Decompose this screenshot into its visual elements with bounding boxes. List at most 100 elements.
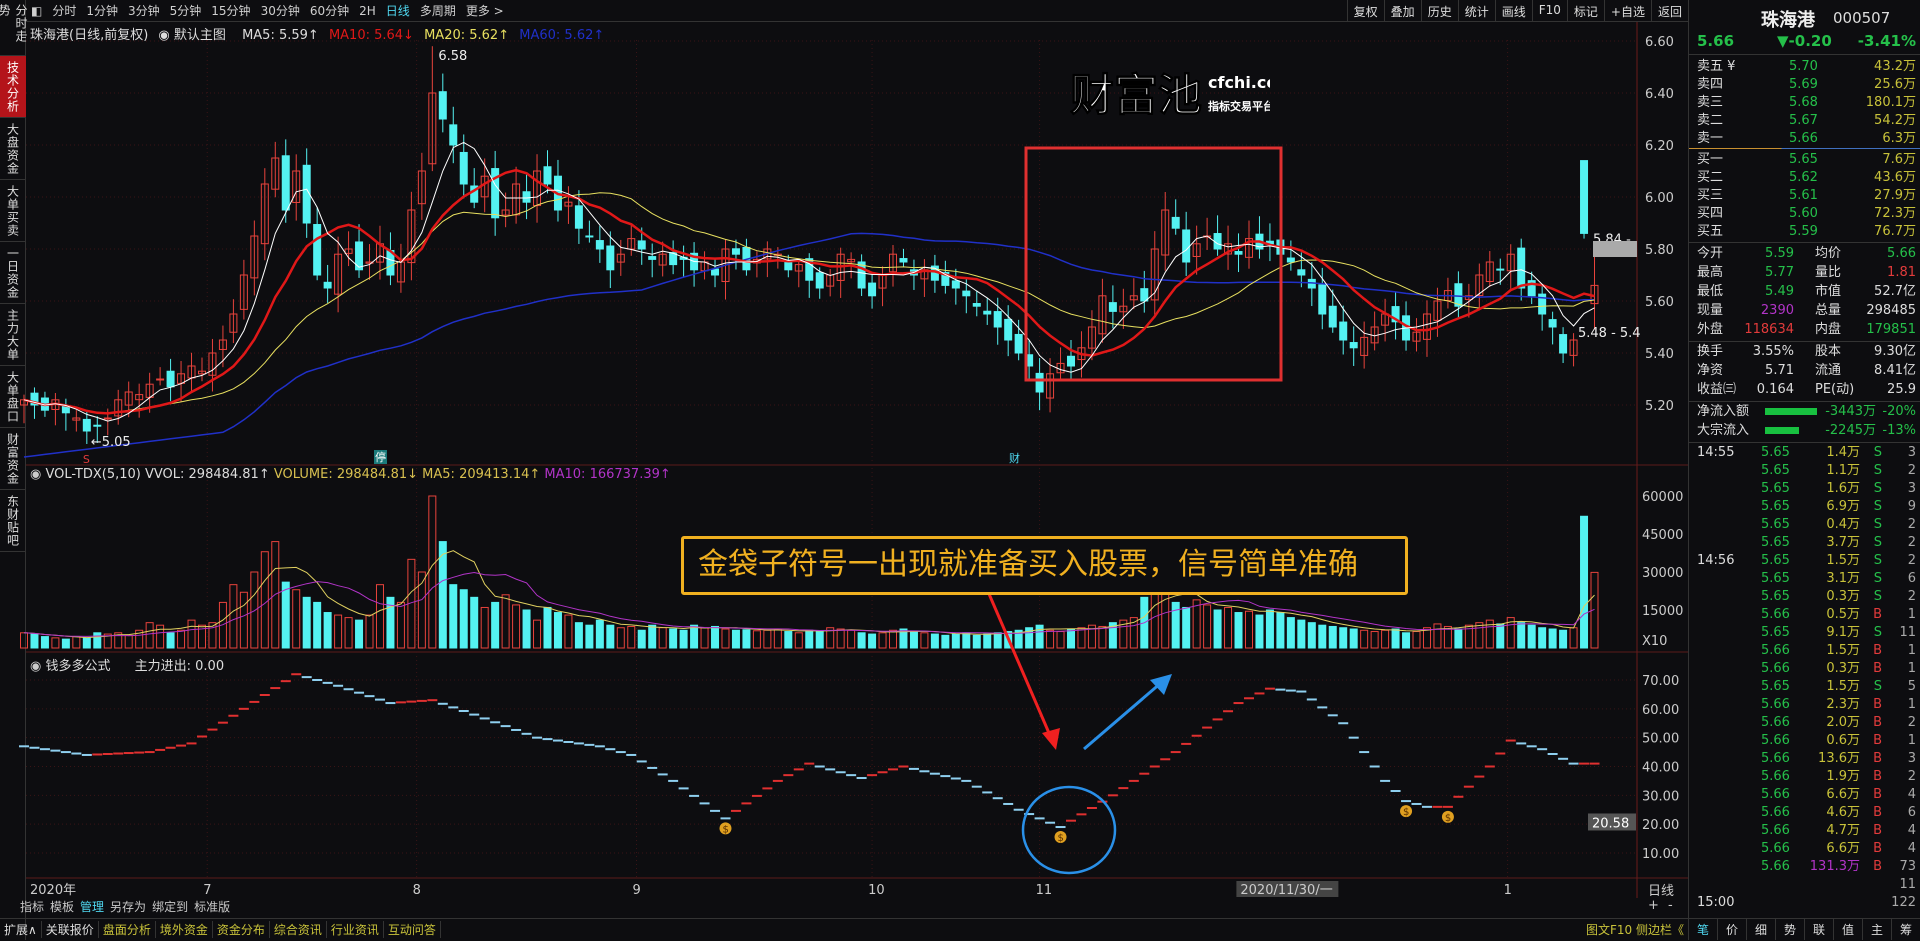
price-tick: 6.60 <box>1645 35 1674 50</box>
indicator-tick: 30.00 <box>1642 789 1679 804</box>
ext-tab-3[interactable]: 境外资金 <box>156 921 213 938</box>
ext-tab-6[interactable]: 行业资讯 <box>327 921 384 938</box>
ext-tab-7[interactable]: 互动问答 <box>384 921 441 938</box>
action-8[interactable]: 返回 <box>1650 0 1688 22</box>
candle <box>1244 238 1253 258</box>
volume-bar <box>1527 624 1536 649</box>
panel-tab-7[interactable]: 筹 <box>1891 919 1920 940</box>
sidebar-toggle[interactable]: 图文F10 侧边栏《 <box>1586 923 1684 937</box>
tick-row: 5.66 4.7万 B 4 <box>1697 822 1916 840</box>
action-2[interactable]: 历史 <box>1420 0 1458 22</box>
period-6[interactable]: 60分钟 <box>309 4 350 18</box>
panel-tab-2[interactable]: 细 <box>1746 919 1775 940</box>
stat-value: 9.30亿 <box>1874 344 1916 359</box>
candle <box>595 240 604 250</box>
panel-tab-3[interactable]: 势 <box>1775 919 1804 940</box>
period-10[interactable]: 更多 > <box>465 4 504 18</box>
tick-volume: 13.6万 <box>1818 751 1860 766</box>
kline-chart[interactable]: 6.60 6.40 6.20 6.00 5.80 5.60 5.40 5.20 60000 450… <box>0 0 1688 918</box>
tool-5[interactable]: 标准版 <box>194 900 231 914</box>
ext-tab-5[interactable]: 综合资讯 <box>270 921 327 938</box>
tick-price: 5.66 <box>1761 841 1790 856</box>
panel-tab-4[interactable]: 联 <box>1804 919 1833 940</box>
stat-label: 外盘 <box>1697 322 1724 337</box>
level-price: 5.69 <box>1789 77 1818 92</box>
panel-tab-6[interactable]: 主 <box>1862 919 1891 940</box>
zoom-out-button[interactable]: - <box>1668 898 1673 913</box>
sidebar-tab-4[interactable]: 一日资金 <box>0 242 26 304</box>
candle <box>1108 302 1117 312</box>
tick-side: B <box>1873 751 1882 766</box>
action-5[interactable]: F10 <box>1531 0 1567 22</box>
period-8[interactable]: 日线 <box>385 4 410 18</box>
panel-tab-5[interactable]: 值 <box>1833 919 1862 940</box>
period-5[interactable]: 30分钟 <box>260 4 300 18</box>
tool-2[interactable]: 管理 <box>80 900 105 914</box>
ext-tab-2[interactable]: 盘面分析 <box>99 921 156 938</box>
volume-bar <box>1276 612 1285 649</box>
tick-row: 5.65 6.9万 S 9 <box>1697 498 1916 516</box>
tick-time: 15:00 <box>1697 895 1735 910</box>
period-3[interactable]: 5分钟 <box>169 4 202 18</box>
period-2[interactable]: 3分钟 <box>128 4 160 18</box>
action-6[interactable]: 标记 <box>1566 0 1604 22</box>
panel-tab-0[interactable]: 笔 <box>1688 919 1717 940</box>
sidebar-tab-1[interactable]: 技术分析 <box>0 56 26 118</box>
zoom-in-button[interactable]: + <box>1648 898 1659 913</box>
sidebar-tab-0[interactable]: 分时走势 <box>0 0 28 56</box>
period-4[interactable]: 15分钟 <box>211 4 251 18</box>
period-7[interactable]: 2H <box>359 3 376 18</box>
tool-4[interactable]: 绑定到 <box>152 900 189 914</box>
period-9[interactable]: 多周期 <box>419 4 456 18</box>
panel-toggle-icon[interactable]: ◧ <box>31 3 43 18</box>
period-1[interactable]: 1分钟 <box>86 4 118 18</box>
volume-bar <box>344 617 353 649</box>
action-4[interactable]: 画线 <box>1494 0 1532 22</box>
level-price: 5.70 <box>1789 59 1818 74</box>
volume-bar <box>1433 623 1442 649</box>
sidebar-tab-6[interactable]: 大单盘口 <box>0 366 26 428</box>
tick-price: 5.65 <box>1761 679 1790 694</box>
sidebar-tab-8[interactable]: 东财贴吧 <box>0 490 26 552</box>
action-1[interactable]: 叠加 <box>1383 0 1421 22</box>
volume-bar <box>1475 622 1484 649</box>
sidebar-tab-7[interactable]: 财富资金 <box>0 428 26 490</box>
tick-price: 5.66 <box>1761 751 1790 766</box>
sidebar-tab-3[interactable]: 大单买卖 <box>0 180 26 242</box>
tool-3[interactable]: 另存为 <box>110 900 147 914</box>
action-3[interactable]: 统计 <box>1457 0 1495 22</box>
sidebar-tab-5[interactable]: 主力大单 <box>0 304 26 366</box>
ext-tab-0[interactable]: 扩展∧ <box>0 921 42 938</box>
volume-bar <box>742 629 751 649</box>
volume-bar <box>826 627 835 649</box>
action-0[interactable]: 复权 <box>1346 0 1384 22</box>
tick-count: 5 <box>1907 679 1916 694</box>
tool-1[interactable]: 模板 <box>50 900 75 914</box>
tick-count: 4 <box>1907 841 1916 856</box>
tick-count: 2 <box>1907 535 1916 550</box>
tick-row: 5.65 1.6万 S 3 <box>1697 480 1916 498</box>
annotation-callout: 金袋子符号一出现就准备买入股票，信号简单准确 <box>681 536 1408 595</box>
ext-tab-4[interactable]: 资金分布 <box>213 921 270 938</box>
ext-tab-1[interactable]: 关联报价 <box>42 921 99 938</box>
stat-value: 179851 <box>1866 322 1916 337</box>
volume-bar <box>1171 601 1180 649</box>
volume-bar <box>752 630 761 649</box>
template-select[interactable]: ◉ 默认主图 <box>158 28 226 43</box>
tool-0[interactable]: 指标 <box>20 900 45 914</box>
sidebar-tab-2[interactable]: 大盘资金 <box>0 118 26 180</box>
candle <box>669 252 678 266</box>
volume-bar <box>1067 628 1075 649</box>
volume-bar <box>847 629 856 649</box>
svg-text:指标交易平台: 指标交易平台 <box>1208 99 1270 113</box>
ask-row: 卖二 5.67 54.2万 <box>1697 112 1916 130</box>
stat-label: 总量 <box>1815 303 1842 318</box>
action-7[interactable]: +自选 <box>1603 0 1651 22</box>
stat-row: 净资 5.71 流通 8.41亿 <box>1697 362 1916 380</box>
tick-volume: 6.6万 <box>1826 841 1860 856</box>
tick-row: 5.66 1.5万 B 1 <box>1697 642 1916 660</box>
indicator-header: ◉ 钱多多公式 主力进出: 0.00 <box>30 655 224 674</box>
tick-side: B <box>1873 823 1882 838</box>
period-0[interactable]: 分时 <box>52 4 77 18</box>
panel-tab-1[interactable]: 价 <box>1717 919 1746 940</box>
